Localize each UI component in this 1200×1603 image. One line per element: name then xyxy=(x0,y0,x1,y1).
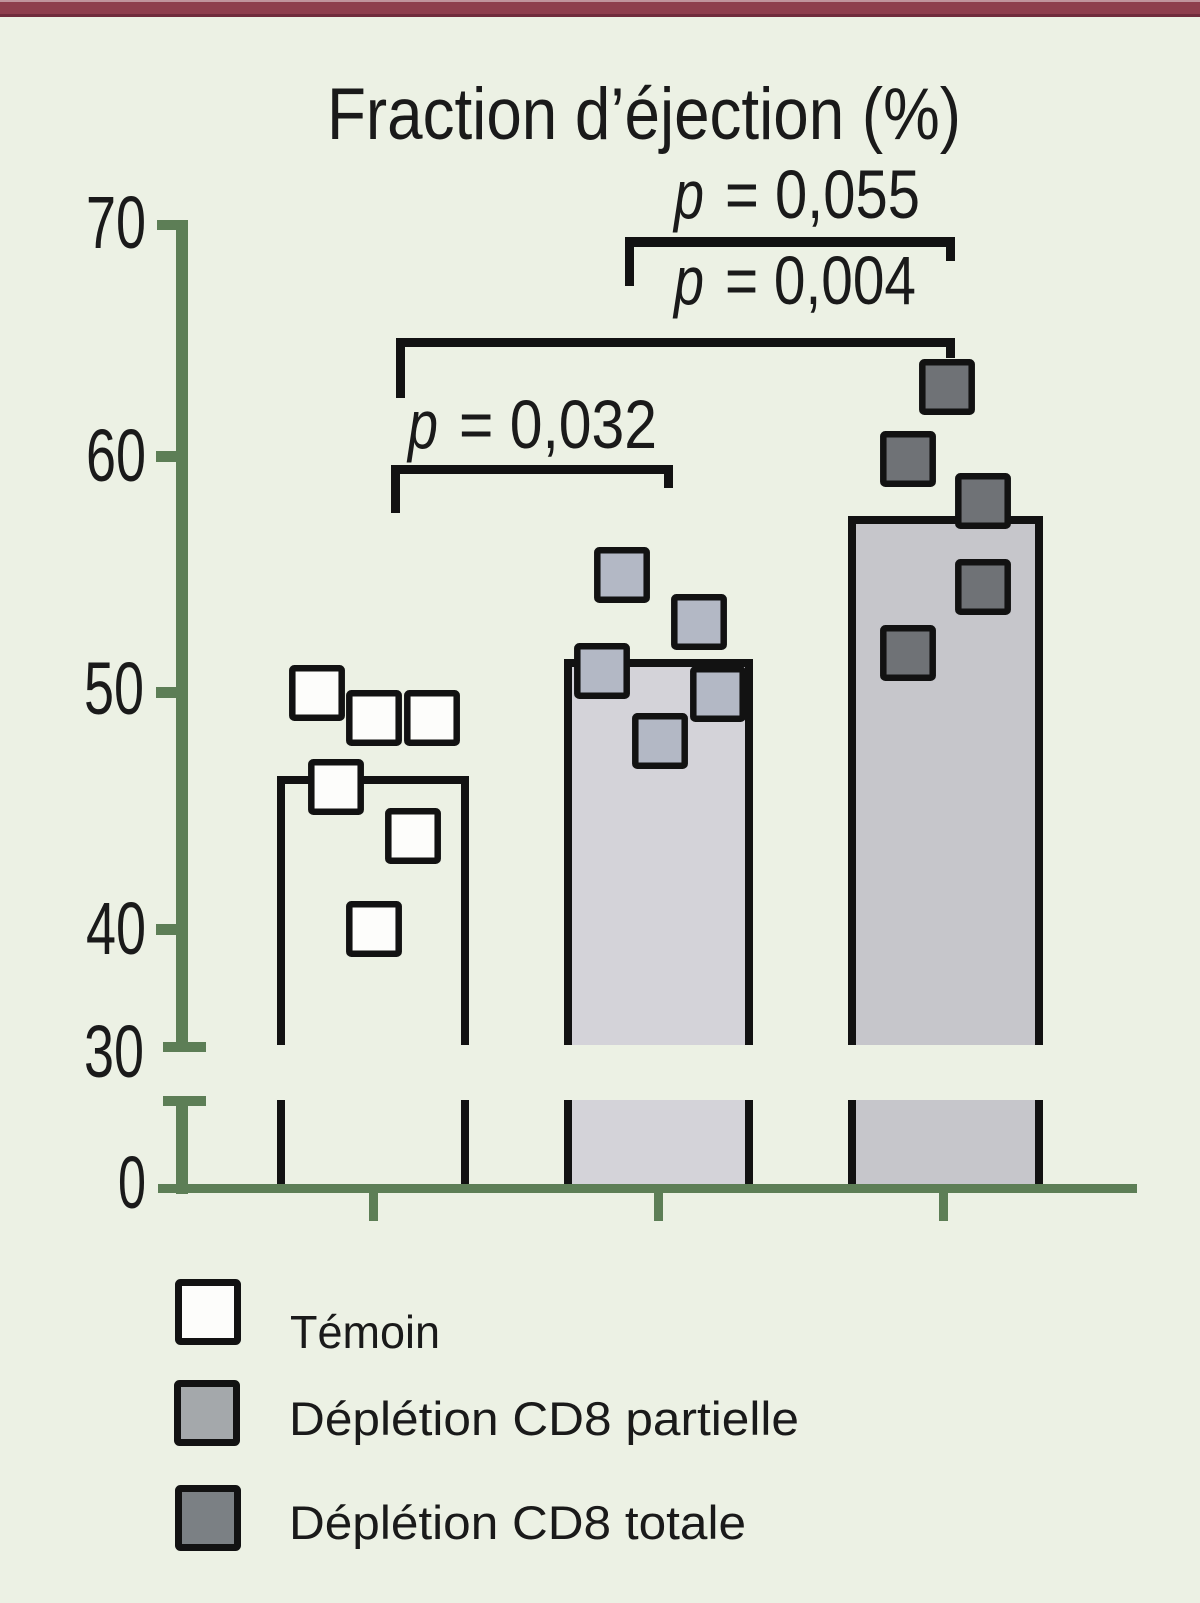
svg-text:60: 60 xyxy=(86,414,146,497)
svg-text:50: 50 xyxy=(84,647,144,730)
svg-text:p: p xyxy=(672,156,704,233)
svg-text:Déplétion CD8 totale: Déplétion CD8 totale xyxy=(289,1496,746,1549)
svg-text:= 0,055: = 0,055 xyxy=(725,156,920,233)
svg-text:p: p xyxy=(406,386,438,463)
svg-text:= 0,004: = 0,004 xyxy=(725,242,916,319)
svg-text:40: 40 xyxy=(86,887,146,970)
svg-text:p: p xyxy=(672,242,704,319)
svg-text:= 0,032: = 0,032 xyxy=(459,386,657,463)
svg-text:Déplétion CD8 partielle: Déplétion CD8 partielle xyxy=(289,1392,799,1445)
svg-text:70: 70 xyxy=(86,181,146,264)
svg-text:0: 0 xyxy=(118,1141,146,1224)
svg-text:Témoin: Témoin xyxy=(290,1306,440,1358)
svg-text:30: 30 xyxy=(84,1010,144,1093)
svg-text:Fraction d’éjection (%): Fraction d’éjection (%) xyxy=(327,74,961,155)
